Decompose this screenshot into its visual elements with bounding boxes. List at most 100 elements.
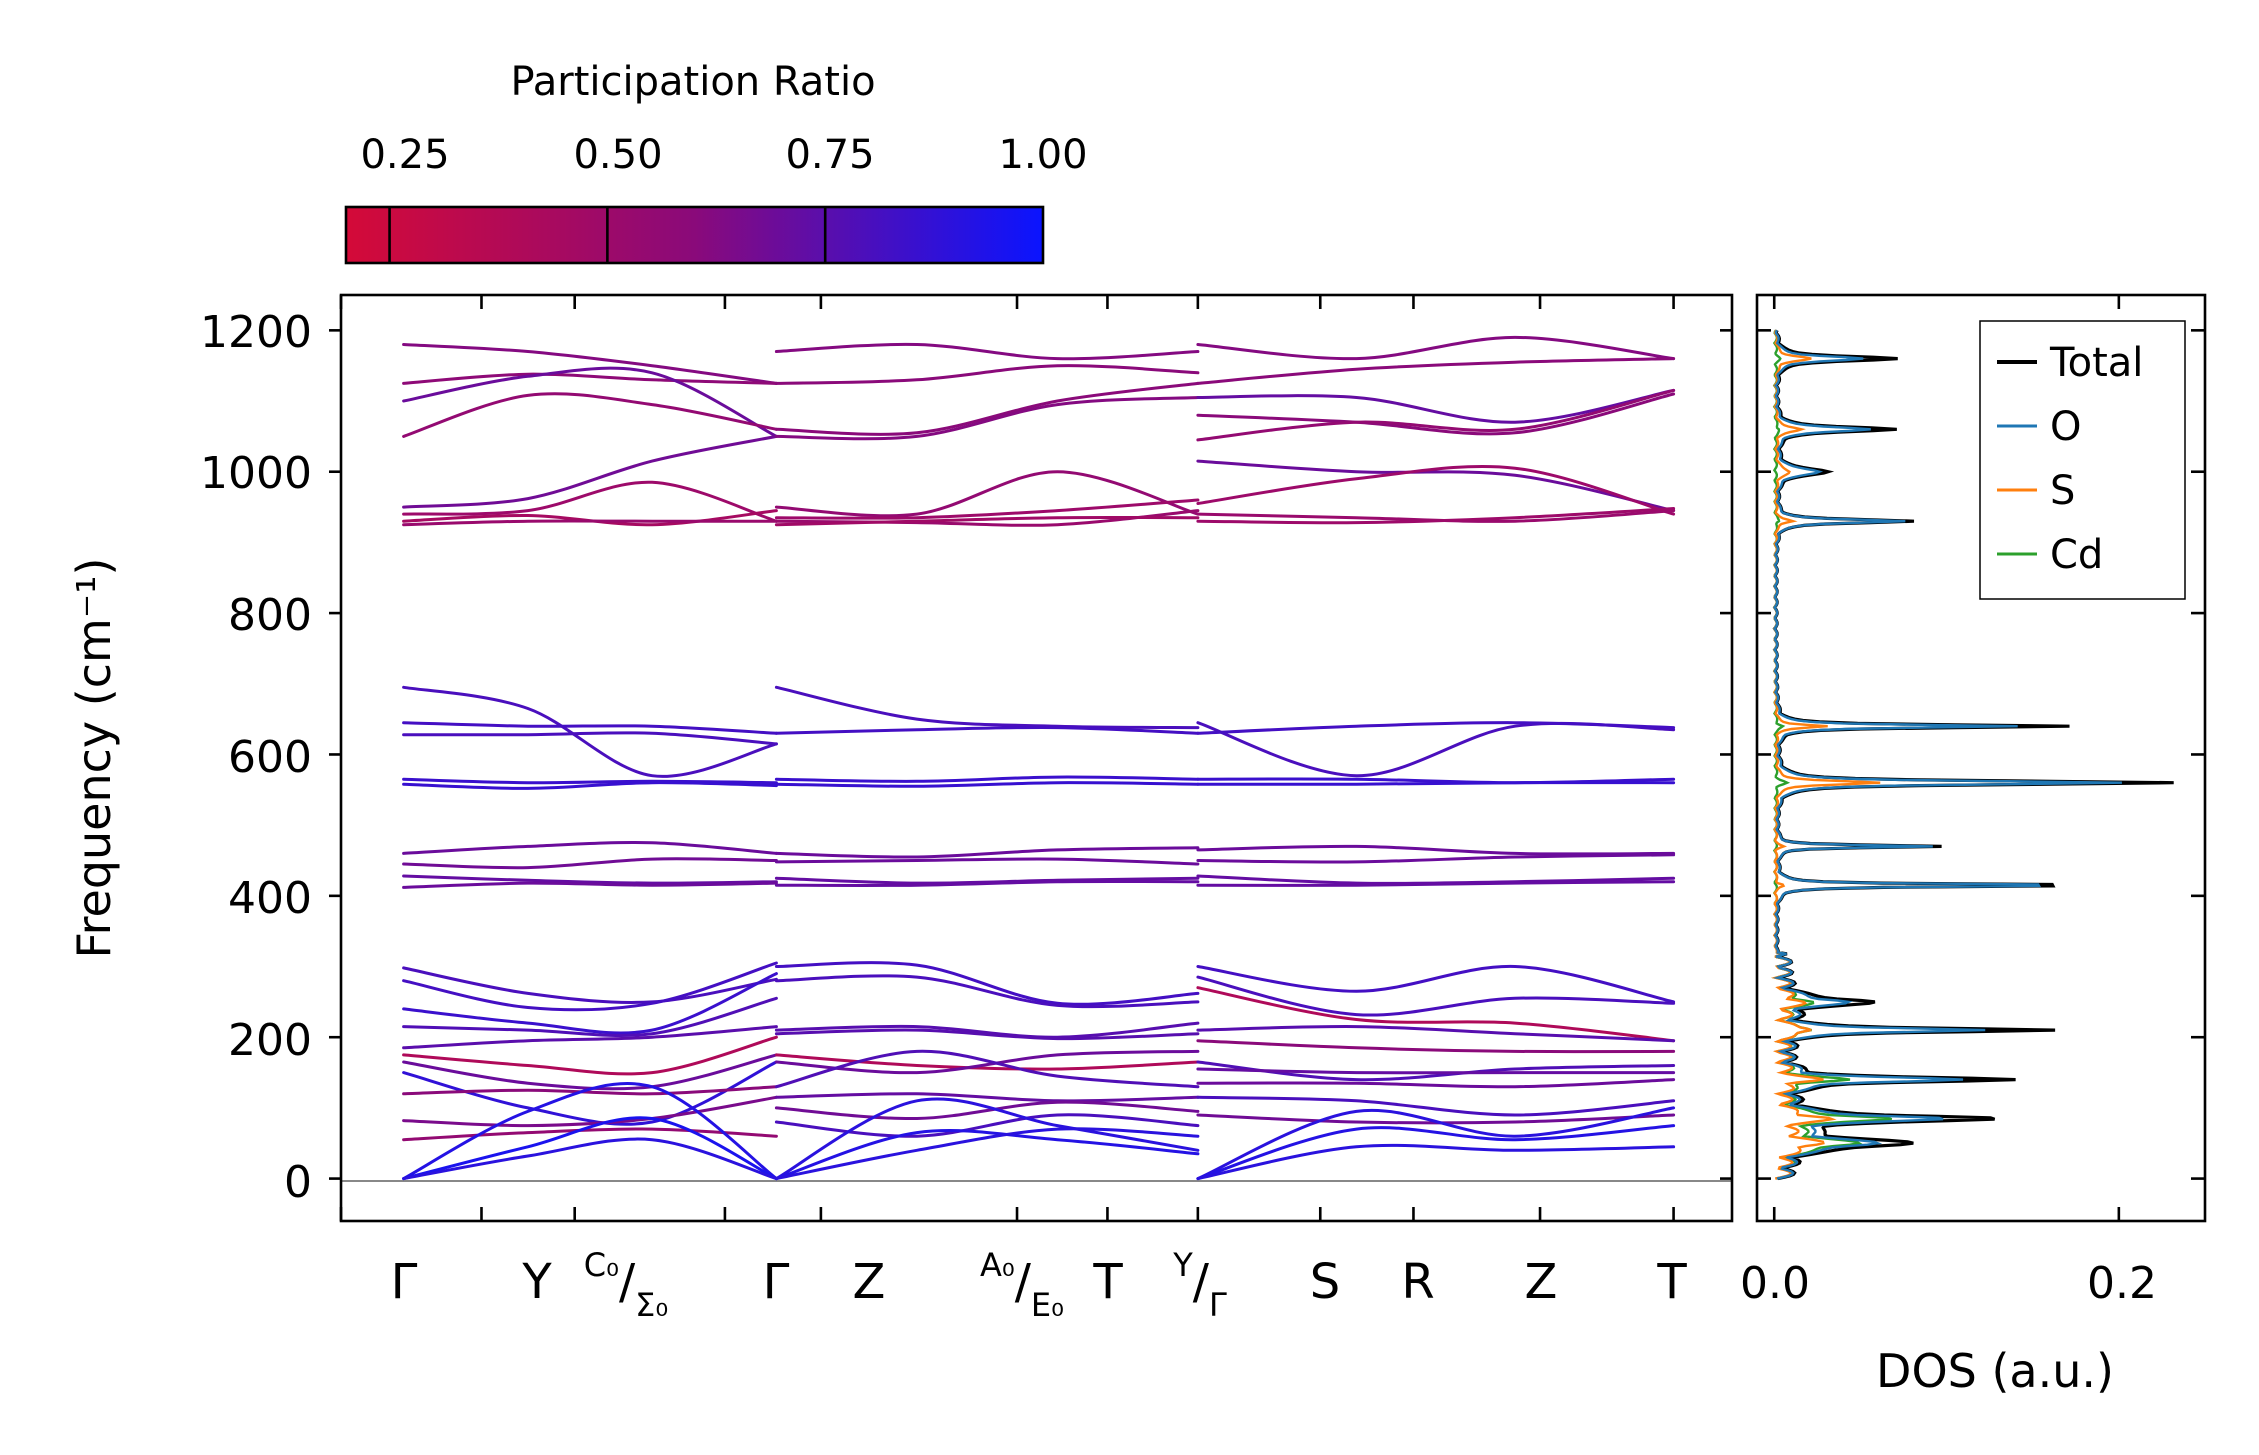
phonon-band xyxy=(1196,721,1676,735)
phonon-band xyxy=(774,1028,1200,1041)
hs-label-gamma: Γ xyxy=(391,1254,418,1310)
phonon-band xyxy=(1196,853,1676,864)
hs-label-sigma0: Σ₀ xyxy=(635,1286,668,1324)
phonon-band xyxy=(1196,880,1676,887)
phonon-band xyxy=(774,857,1200,866)
phonon-band xyxy=(1196,357,1676,385)
phonon-band xyxy=(774,396,1200,441)
phonon-band xyxy=(402,343,778,385)
dos-x-axis-title: DOS (a.u.) xyxy=(1876,1344,2114,1398)
phonon-band xyxy=(774,1100,1200,1121)
legend-label-o: O xyxy=(2050,404,2081,450)
phonon-band xyxy=(402,874,778,885)
hs-label-c0: C₀ xyxy=(584,1246,619,1284)
phonon-band xyxy=(774,1021,1200,1039)
phonon-band xyxy=(774,685,1200,730)
phonon-band xyxy=(402,372,778,385)
dos-x-tick-label: 0.2 xyxy=(2087,1258,2157,1309)
phonon-band xyxy=(1196,781,1676,786)
phonon-band xyxy=(1196,844,1676,856)
phonon-band xyxy=(774,470,1200,518)
band-axes-frame xyxy=(339,293,1734,1223)
phonon-band xyxy=(402,972,778,1035)
phonon-band xyxy=(1196,975,1676,1017)
phonon-band xyxy=(402,685,778,778)
phonon-band xyxy=(1196,1078,1676,1089)
colorbar: Participation Ratio 0.25 0.50 0.75 1.00 xyxy=(344,59,1088,265)
y-tick-label: 0 xyxy=(284,1157,312,1208)
colorbar-tick-label: 0.25 xyxy=(360,132,449,178)
hs-label-a0: A₀ xyxy=(980,1246,1015,1284)
phonon-band xyxy=(1196,388,1676,442)
phonon-band xyxy=(774,1113,1200,1138)
legend-label-s: S xyxy=(2050,468,2075,514)
legend-label-total: Total xyxy=(2049,340,2143,386)
phonon-band xyxy=(1196,1124,1676,1181)
hs-label-t-2: T xyxy=(1656,1254,1687,1310)
phonon-band xyxy=(774,364,1200,385)
phonon-band xyxy=(1196,507,1676,525)
dos-axes-frame xyxy=(1755,293,2207,1223)
phonon-band xyxy=(1196,335,1676,361)
y-tick-label: 1000 xyxy=(200,448,312,499)
phonon-band xyxy=(402,781,778,790)
hs-label-r: R xyxy=(1401,1254,1434,1310)
colorbar-tick-label: 0.75 xyxy=(785,132,874,178)
hs-label-y-gamma: Y/Γ xyxy=(1172,1246,1227,1324)
phonon-band xyxy=(774,725,1200,735)
legend-label-cd: Cd xyxy=(2050,532,2103,578)
phonon-band xyxy=(774,515,1200,527)
y-tick-label: 1200 xyxy=(200,307,312,358)
colorbar-ticks xyxy=(388,207,827,263)
phonon-band xyxy=(402,1095,778,1128)
colorbar-gradient xyxy=(344,205,1045,265)
y-tick-label: 800 xyxy=(228,590,312,641)
phonon-band xyxy=(402,366,778,438)
phonon-band xyxy=(774,1049,1200,1089)
phonon-band xyxy=(402,961,778,1012)
hs-label-z: Z xyxy=(853,1254,886,1310)
phonon-band xyxy=(1196,392,1676,436)
phonon-band xyxy=(774,342,1200,361)
phonon-band xyxy=(774,1053,1200,1071)
phonon-band xyxy=(402,966,778,1004)
phonon-band xyxy=(402,519,778,527)
phonon-band xyxy=(402,721,778,735)
phonon-band xyxy=(402,996,778,1038)
phonon-band xyxy=(774,381,1200,436)
phonon-band xyxy=(774,1097,1200,1181)
phonon-band xyxy=(402,1025,778,1050)
y-tick-label: 600 xyxy=(228,732,312,783)
phonon-band xyxy=(1196,464,1676,516)
phonon-band xyxy=(1196,1039,1676,1054)
phonon-band xyxy=(1196,964,1676,1004)
hs-label-t: T xyxy=(1092,1254,1123,1310)
dos-curve-cd xyxy=(1771,329,1893,1180)
dos-curve-o xyxy=(1772,329,2122,1180)
phonon-band xyxy=(402,777,778,785)
hs-label-z-2: Z xyxy=(1525,1254,1558,1310)
legend: Total O S Cd xyxy=(1979,320,2186,600)
phonon-band xyxy=(774,974,1200,1009)
phonon-band xyxy=(402,1060,778,1126)
hs-label-y-small: Y xyxy=(1172,1246,1193,1284)
phonon-band xyxy=(1196,986,1676,1043)
phonon-band xyxy=(1196,388,1676,424)
phonon-band xyxy=(402,1082,778,1181)
hs-label-y: Y xyxy=(521,1254,552,1310)
colorbar-tick-label: 0.50 xyxy=(573,132,662,178)
phonon-band xyxy=(774,775,1200,783)
phonon-band xyxy=(774,1129,1200,1181)
hs-label-c0-sigma0: C₀/Σ₀ xyxy=(584,1246,668,1324)
dos-panel: 0.0 0.2 DOS (a.u.) Total O S Cd xyxy=(1740,293,2207,1398)
phonon-band xyxy=(774,1127,1200,1181)
phonon-band xyxy=(774,961,1200,1006)
phonon-band xyxy=(1196,1095,1676,1117)
phonon-band xyxy=(402,434,778,509)
hs-label-slash-2: / xyxy=(1015,1254,1032,1310)
y-axis-title: Frequency (cm⁻¹) xyxy=(67,558,121,959)
hs-label-s: S xyxy=(1310,1254,1340,1310)
dos-ticks xyxy=(1757,295,2205,1221)
y-tick-label: 200 xyxy=(228,1015,312,1066)
